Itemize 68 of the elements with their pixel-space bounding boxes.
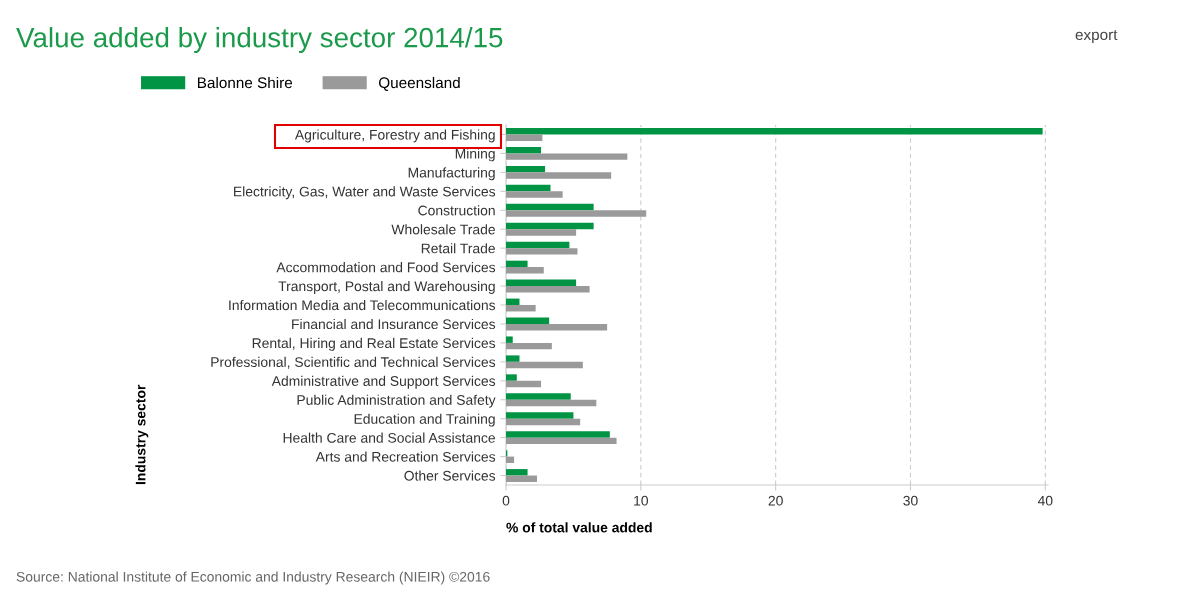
- y-tick-label: Transport, Postal and Warehousing: [278, 281, 495, 294]
- x-tick-label: 10: [634, 495, 649, 506]
- bar: [506, 355, 520, 362]
- bar: [506, 431, 610, 438]
- bar: [506, 203, 594, 211]
- bar: [506, 374, 517, 381]
- y-tick-label: Mining: [455, 148, 495, 162]
- y-tick-label: Arts and Recreation Services: [315, 451, 496, 462]
- bar: [506, 456, 515, 464]
- text: Value added by industry sector 2014/15: [16, 27, 503, 53]
- y-tick-label: Manufacturing: [408, 167, 495, 181]
- y-tick-label: Health Care and Social Assistance: [283, 432, 495, 443]
- y-tick-label: Other Services: [404, 470, 496, 481]
- y-tick-label: Construction: [418, 205, 495, 216]
- y-tick-label: Rental, Hiring and Real Estate Services: [252, 337, 496, 351]
- y-tick-label: Administrative and Support Services: [271, 375, 496, 389]
- bar: [506, 134, 543, 141]
- bar: [506, 393, 571, 400]
- y-tick-label: Wholesale Trade: [391, 224, 495, 235]
- bar: [506, 298, 520, 305]
- bar: [506, 210, 647, 217]
- x-tick-label: 20: [768, 495, 783, 506]
- bar: [506, 412, 574, 419]
- bar: [506, 191, 563, 198]
- legend-label: Balonne Shire: [198, 76, 293, 89]
- y-tick-label: Public Administration and Safety: [297, 394, 496, 408]
- bar: [506, 336, 513, 343]
- x-axis-title: % of total value added: [506, 522, 652, 533]
- bar: [506, 469, 528, 476]
- bar: [506, 153, 628, 160]
- bar: [506, 184, 551, 192]
- x-tick-label: 30: [903, 495, 918, 506]
- bar: [506, 475, 538, 482]
- x-tick-label: 0: [502, 495, 510, 506]
- bar: [506, 165, 546, 173]
- bar: [506, 241, 570, 249]
- bar: [506, 342, 552, 350]
- bar: [506, 267, 544, 274]
- bar: [506, 229, 577, 236]
- bar: [506, 248, 578, 255]
- y-tick-label: Financial and Insurance Services: [292, 318, 496, 330]
- bar: [506, 128, 1043, 135]
- y-tick-label: Education and Training: [354, 413, 495, 427]
- bar: [506, 399, 597, 407]
- y-tick-label: Information Media and Telecommunications: [229, 299, 496, 311]
- bar: [506, 437, 617, 445]
- x-tick-label: 40: [1037, 495, 1053, 506]
- bar: [506, 260, 528, 268]
- y-tick-label: Electricity, Gas, Water and Waste Services: [234, 186, 496, 200]
- bar: [506, 380, 542, 388]
- bar: [506, 286, 590, 293]
- bar: [506, 172, 612, 179]
- bar: [506, 305, 536, 312]
- bar: [506, 279, 577, 287]
- text: export: [1075, 30, 1118, 44]
- bar: [506, 361, 583, 369]
- bar: [506, 146, 542, 154]
- y-tick-label: Accommodation and Food Services: [276, 262, 496, 273]
- y-tick-label: Professional, Scientific and Technical Services: [211, 356, 496, 369]
- bar: [506, 323, 608, 331]
- bar: [506, 317, 550, 324]
- legend-label: Queensland: [379, 76, 460, 91]
- y-axis-title: Industry sector: [135, 384, 149, 485]
- bar: [506, 222, 594, 230]
- y-tick-label: Retail Trade: [421, 243, 495, 254]
- bar: [506, 418, 581, 426]
- source-note: Source: National Institute of Economic and Industry Research (NIEIR) ©2016: [16, 571, 490, 585]
- y-tick-label: Agriculture, Forestry and Fishing: [294, 129, 495, 143]
